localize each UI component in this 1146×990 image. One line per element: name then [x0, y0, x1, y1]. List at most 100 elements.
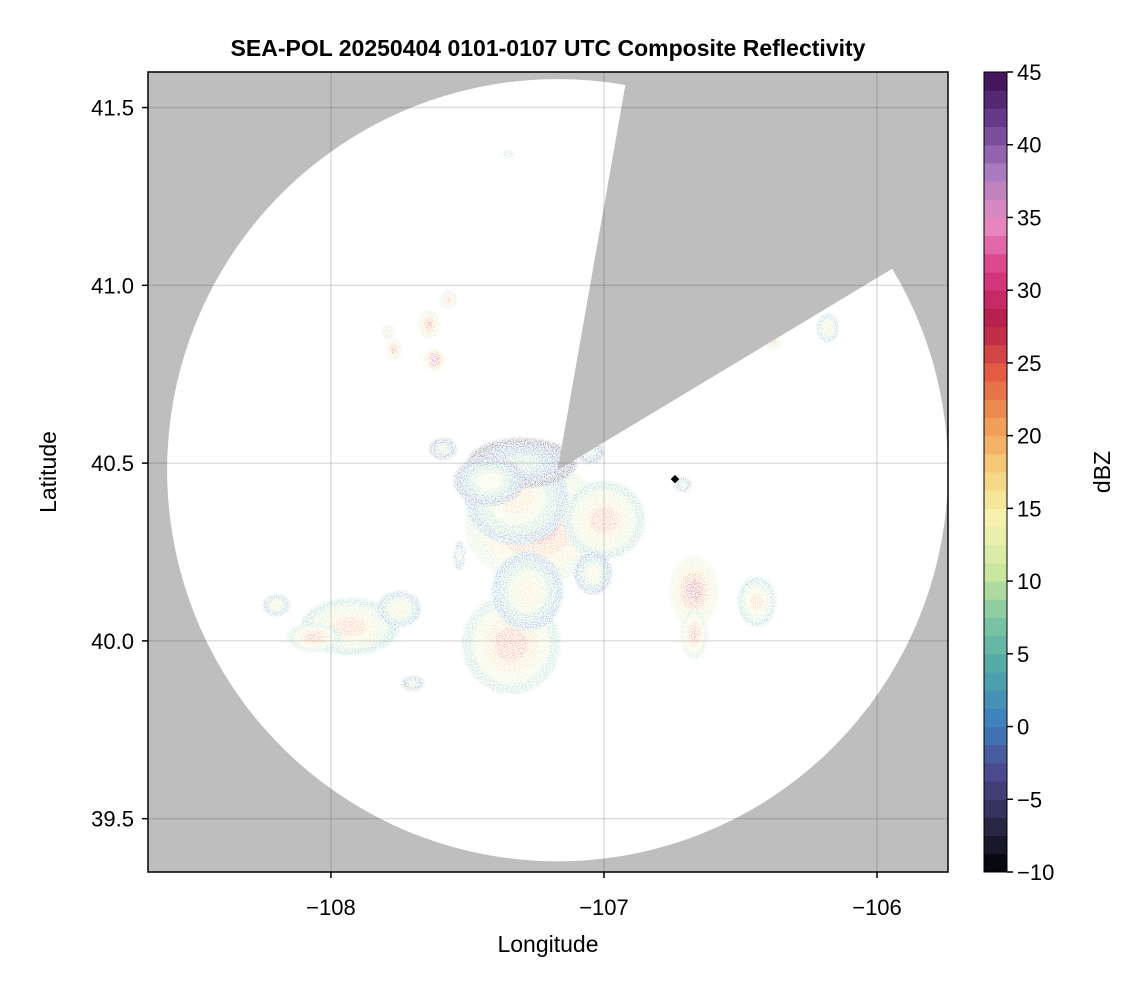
echo-cell — [492, 552, 564, 631]
colorbar-bin — [984, 235, 1007, 255]
colorbar-bin — [984, 799, 1007, 818]
echo-ring — [680, 482, 686, 487]
colorbar-bin — [984, 581, 1007, 600]
echo-ring — [824, 323, 832, 333]
x-tick-label: −106 — [852, 895, 902, 920]
colorbar-bin — [984, 762, 1007, 782]
echo-cell — [287, 623, 342, 652]
echo-ring — [386, 329, 391, 334]
echo-cell — [576, 441, 604, 464]
x-axis-label: Longitude — [497, 931, 598, 957]
echo-cell — [680, 608, 708, 659]
colorbar-bin — [984, 362, 1007, 382]
echo-cell — [502, 150, 514, 158]
x-axis: −108 −107 −106 — [306, 872, 902, 920]
echo-cell — [385, 338, 402, 361]
colorbar-bin — [984, 399, 1007, 418]
colorbar-tick-label: 5 — [1017, 642, 1029, 667]
colorbar-tick-label: −5 — [1017, 787, 1042, 812]
echo-ring — [515, 577, 540, 605]
colorbar-tick-label: 25 — [1017, 351, 1041, 376]
colorbar-bin — [984, 217, 1007, 237]
echo-ring — [305, 632, 324, 643]
colorbar-bin — [984, 290, 1007, 309]
colorbar-tick-label: 15 — [1017, 496, 1041, 521]
colorbar-frame — [983, 71, 1008, 873]
y-axis-label: Latitude — [35, 431, 61, 513]
colorbar-tick-label: 10 — [1017, 569, 1041, 594]
colorbar-bin — [984, 653, 1007, 673]
y-tick-label: 39.5 — [91, 807, 134, 832]
x-tick-label: −107 — [579, 895, 629, 920]
colorbar-bin — [984, 508, 1007, 528]
echo-ring — [685, 579, 703, 604]
echo-ring — [425, 319, 433, 330]
echo-cell — [737, 576, 776, 627]
reflectivity-echoes — [262, 150, 839, 695]
echo-cell — [573, 552, 613, 595]
echo-ring — [409, 681, 417, 686]
colorbar-bin — [984, 344, 1007, 364]
echo-ring — [438, 445, 448, 453]
colorbar-bin — [984, 490, 1007, 509]
echo-cell — [262, 594, 290, 616]
colorbar-bin — [984, 308, 1007, 328]
colorbar-bin — [984, 635, 1007, 655]
y-tick-label: 41.0 — [91, 273, 134, 298]
colorbar-tick-label: 40 — [1017, 133, 1041, 158]
colorbar-label: dBZ — [1089, 451, 1115, 493]
colorbar-bin — [984, 744, 1007, 764]
echo-cell — [423, 347, 446, 373]
plot-area — [148, 72, 948, 872]
echo-cell — [453, 541, 465, 570]
y-tick-label: 40.0 — [91, 629, 134, 654]
colorbar-bin — [984, 672, 1007, 691]
echo-cell — [440, 290, 457, 309]
echo-ring — [494, 627, 528, 662]
colorbar-bin — [984, 435, 1007, 455]
colorbar: −10 −5 0 5 10 15 20 25 30 35 40 45 — [983, 60, 1054, 885]
echo-cell — [377, 591, 422, 627]
echo-cell — [563, 480, 645, 560]
colorbar-tick-label: 45 — [1017, 60, 1041, 85]
echo-ring — [430, 355, 439, 365]
echo-ring — [391, 602, 407, 615]
colorbar-tick-label: 35 — [1017, 205, 1041, 230]
colorbar-bin — [984, 817, 1007, 837]
colorbar-bin — [984, 599, 1007, 618]
echo-cell — [382, 324, 394, 339]
echo-ring — [477, 472, 502, 490]
colorbar-bin — [984, 253, 1007, 273]
colorbar-bin — [984, 126, 1007, 146]
x-tick-label: −108 — [306, 895, 356, 920]
colorbar-tick-label: −10 — [1017, 860, 1054, 885]
echo-ring — [271, 601, 281, 609]
colorbar-tick-label: 20 — [1017, 424, 1041, 449]
echo-cell — [674, 477, 692, 492]
colorbar-bin — [984, 272, 1007, 291]
colorbar-bin — [984, 781, 1007, 800]
echo-cell — [816, 313, 839, 343]
echo-cell — [453, 456, 525, 506]
echo-cell — [401, 676, 424, 691]
colorbar-bin — [984, 726, 1007, 746]
colorbar-bin — [984, 381, 1007, 400]
echo-ring — [333, 616, 367, 637]
echo-ring — [586, 566, 600, 581]
colorbar-bin — [984, 690, 1007, 709]
colorbar-tick-label: 30 — [1017, 278, 1041, 303]
radar-site-marker — [670, 474, 680, 484]
echo-ring — [457, 550, 462, 561]
colorbar-bin — [984, 526, 1007, 546]
colorbar-bin — [984, 181, 1007, 200]
colorbar-bin — [984, 326, 1007, 346]
colorbar-bin — [984, 453, 1007, 473]
y-tick-label: 40.5 — [91, 451, 134, 476]
colorbar-bin — [984, 417, 1007, 437]
echo-ring — [590, 506, 618, 534]
colorbar-bin — [984, 617, 1007, 637]
colorbar-bin — [984, 199, 1007, 218]
colorbar-bin — [984, 708, 1007, 728]
echo-speckle-group — [262, 150, 839, 695]
